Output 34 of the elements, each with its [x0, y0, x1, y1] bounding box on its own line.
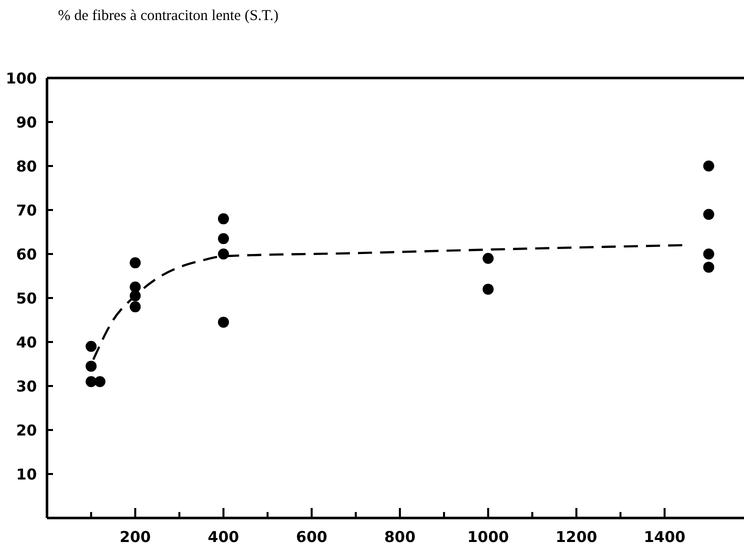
y-tick-label: 40 — [16, 333, 37, 352]
y-tick-label: 60 — [16, 245, 37, 264]
point — [482, 252, 494, 264]
y-tick-label: 50 — [16, 289, 37, 308]
point — [482, 284, 494, 295]
x-tick-label: 1400 — [644, 528, 686, 546]
point — [130, 257, 141, 268]
y-axis-title: % de fibres à contraciton lente (S.T.) — [58, 8, 278, 24]
point — [94, 376, 106, 388]
x-tick-label: 200 — [120, 528, 151, 546]
y-tick-label: 100 — [6, 69, 37, 88]
y-tick-label: 80 — [16, 157, 37, 176]
point — [218, 213, 229, 224]
point — [703, 208, 714, 220]
point — [703, 248, 714, 260]
point — [703, 262, 714, 273]
x-tick-label: 1000 — [467, 528, 510, 546]
x-tick-label: 600 — [296, 528, 328, 546]
point — [86, 340, 97, 352]
point — [86, 360, 97, 372]
y-tick-label: 90 — [16, 113, 37, 132]
point — [130, 301, 141, 312]
x-tick-label: 800 — [384, 528, 416, 546]
point — [218, 233, 229, 244]
x-tick-label: 400 — [208, 528, 240, 546]
point — [703, 160, 714, 172]
y-tick-label: 30 — [16, 377, 37, 396]
y-tick-label: 10 — [16, 465, 37, 484]
x-tick-label: 1200 — [555, 528, 598, 546]
point — [218, 248, 229, 260]
point — [86, 376, 97, 388]
point — [218, 316, 229, 328]
y-tick-label: 20 — [16, 421, 37, 440]
y-tick-label: 70 — [16, 201, 37, 220]
